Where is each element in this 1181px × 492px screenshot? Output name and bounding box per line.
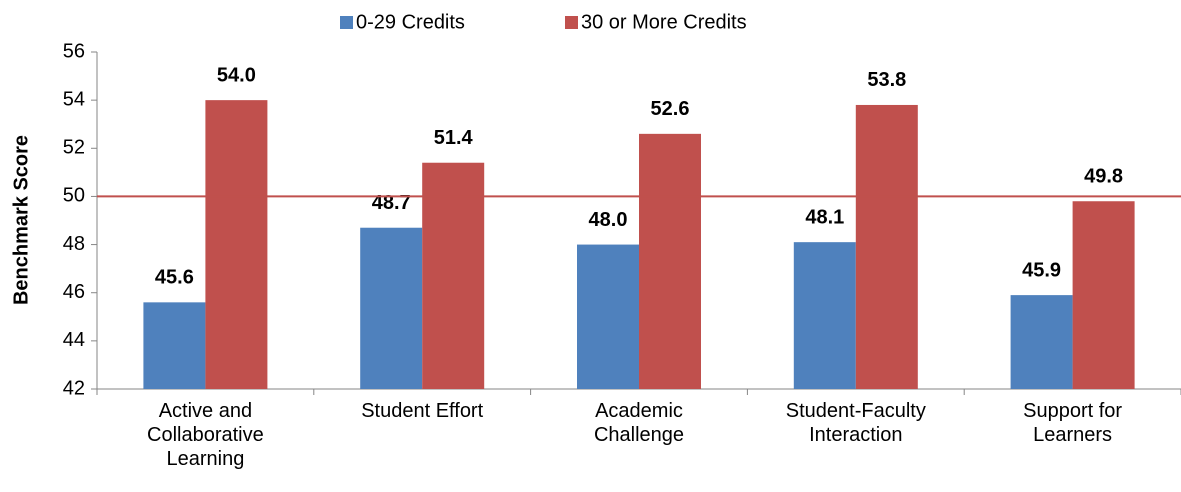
value-label: 49.8 bbox=[1084, 166, 1123, 188]
y-tick-label: 54 bbox=[63, 88, 85, 110]
x-tick-label: Student-Faculty Interaction bbox=[785, 400, 926, 446]
x-tick-label: Active and Collaborative Learning bbox=[147, 400, 264, 470]
value-label: 48.1 bbox=[805, 206, 844, 228]
bar bbox=[1010, 295, 1073, 389]
bar bbox=[143, 302, 206, 389]
legend-label: 30 or More Credits bbox=[581, 11, 747, 33]
value-label: 45.6 bbox=[155, 267, 194, 289]
y-tick-label: 50 bbox=[63, 185, 85, 207]
value-label: 51.4 bbox=[434, 127, 474, 149]
y-axis-title: Benchmark Score bbox=[10, 135, 32, 305]
bar bbox=[422, 162, 485, 389]
legend-swatch bbox=[340, 16, 353, 29]
bar bbox=[855, 104, 918, 389]
value-label: 48.0 bbox=[589, 209, 628, 231]
value-label: 48.7 bbox=[372, 192, 411, 214]
y-tick-label: 42 bbox=[63, 377, 85, 399]
bar bbox=[205, 100, 268, 390]
legend-label: 0-29 Credits bbox=[356, 11, 465, 33]
y-tick-label: 48 bbox=[63, 233, 85, 255]
y-tick-label: 46 bbox=[63, 281, 85, 303]
legend-swatch bbox=[565, 16, 578, 29]
value-label: 45.9 bbox=[1022, 259, 1061, 281]
x-tick-label: Support for Learners bbox=[1023, 400, 1123, 446]
y-tick-label: 52 bbox=[63, 137, 85, 159]
value-label: 52.6 bbox=[651, 98, 690, 120]
bar bbox=[639, 133, 701, 389]
x-tick-label: Academic Challenge bbox=[593, 400, 685, 446]
value-label: 53.8 bbox=[867, 69, 906, 91]
y-tick-label: 44 bbox=[63, 329, 85, 351]
value-label: 54.0 bbox=[217, 64, 256, 86]
bar bbox=[793, 242, 856, 389]
x-tick-label: Student Effort bbox=[361, 400, 484, 422]
bar bbox=[360, 227, 423, 389]
bar bbox=[1072, 201, 1135, 389]
y-tick-label: 56 bbox=[63, 40, 85, 62]
bar bbox=[577, 244, 639, 389]
